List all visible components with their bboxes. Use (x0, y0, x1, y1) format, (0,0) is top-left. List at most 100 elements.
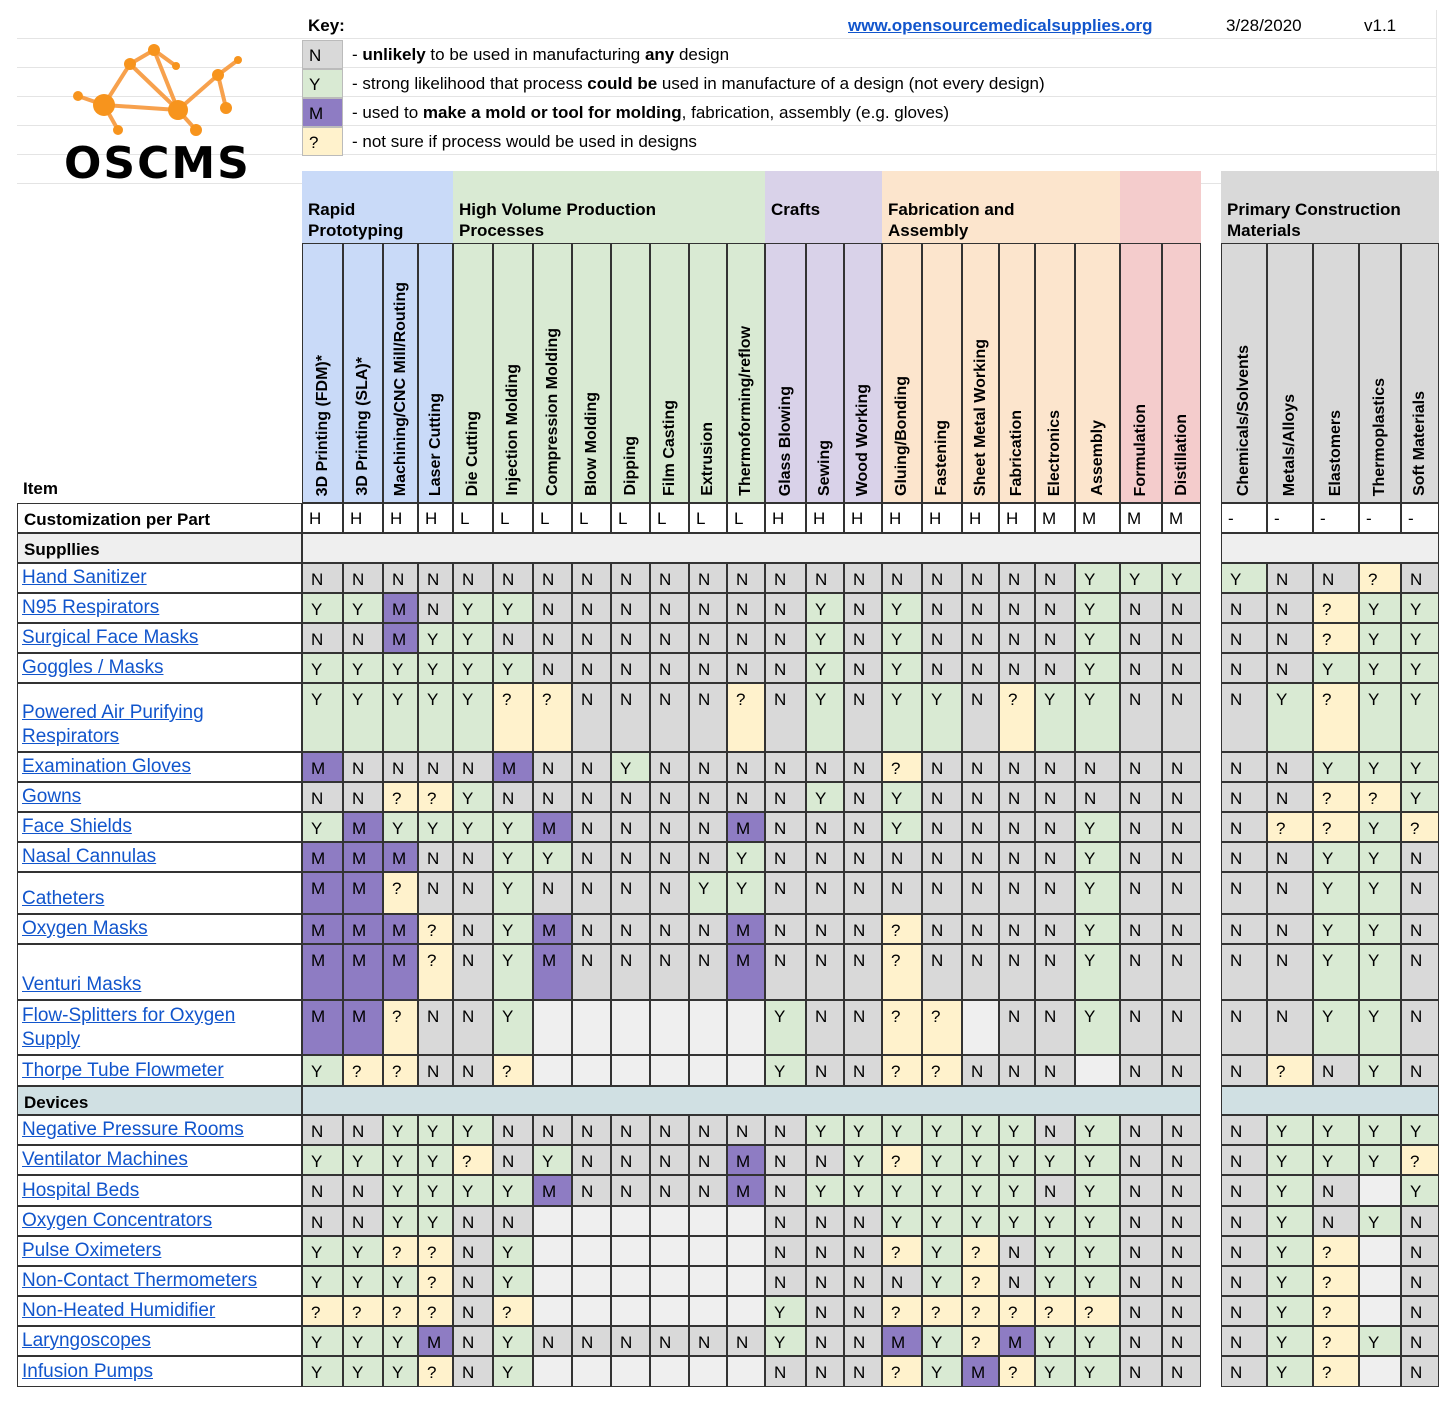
item-link-cell[interactable]: N95 Respirators (17, 593, 302, 623)
process-cell: N (689, 1175, 727, 1206)
process-cell: Y (302, 653, 343, 683)
item-link-cell[interactable]: Flow-Splitters for Oxygen Supply (17, 1000, 302, 1055)
item-link-cell[interactable]: Examination Gloves (17, 752, 302, 782)
process-cell: N (1401, 842, 1439, 872)
item-link-cell[interactable]: Surgical Face Masks (17, 623, 302, 653)
item-link[interactable]: Laryngoscopes (22, 1330, 151, 1351)
item-link-cell[interactable]: Hand Sanitizer (17, 563, 302, 593)
item-link[interactable]: Oxygen Concentrators (22, 1210, 213, 1231)
item-link-cell[interactable]: Oxygen Concentrators (17, 1206, 302, 1236)
process-cell: N (765, 812, 806, 842)
process-cell: M (727, 1145, 765, 1175)
item-link-cell[interactable]: Face Shields (17, 812, 302, 842)
process-cell: N (611, 623, 650, 653)
item-link[interactable]: Hospital Beds (22, 1180, 140, 1201)
item-link[interactable]: Catheters (22, 888, 105, 909)
item-link[interactable]: Examination Gloves (22, 756, 191, 777)
process-cell: Y (1075, 842, 1120, 872)
item-link[interactable]: Surgical Face Masks (22, 627, 199, 648)
column-header: Wood Working (844, 243, 882, 503)
website-link[interactable]: www.opensourcemedicalsupplies.org (848, 16, 1153, 35)
item-link-cell[interactable]: Thorpe Tube Flowmeter (17, 1055, 302, 1086)
item-link[interactable]: Face Shields (22, 816, 132, 837)
item-link-cell[interactable]: Hospital Beds (17, 1175, 302, 1206)
item-link[interactable]: Ventilator Machines (22, 1149, 188, 1170)
item-link[interactable]: Oxygen Masks (22, 918, 148, 939)
process-cell: Y (882, 653, 922, 683)
process-cell: N (999, 782, 1035, 812)
sheet-gridline (17, 39, 1437, 68)
item-link[interactable]: Goggles / Masks (22, 657, 164, 678)
process-cell: N (727, 782, 765, 812)
process-cell: N (650, 812, 689, 842)
item-link-cell[interactable]: Oxygen Masks (17, 914, 302, 944)
item-link[interactable]: Powered Air Purifying Respirators (22, 702, 204, 747)
item-link[interactable]: Hand Sanitizer (22, 567, 147, 588)
process-cell: N (1035, 812, 1075, 842)
process-cell: ? (453, 1145, 493, 1175)
process-cell: Y (493, 1000, 533, 1055)
process-cell: N (650, 683, 689, 752)
item-link-cell[interactable]: Catheters (17, 872, 302, 914)
item-link-cell[interactable]: Pulse Oximeters (17, 1236, 302, 1266)
process-cell: Y (882, 1115, 922, 1145)
process-cell: Y (922, 1115, 962, 1145)
column-header: Distillation (1162, 243, 1201, 503)
process-cell: N (689, 1145, 727, 1175)
process-cell: N (844, 1000, 882, 1055)
process-cell: Y (1075, 812, 1120, 842)
item-link-cell[interactable]: Powered Air Purifying Respirators (17, 683, 302, 752)
item-link[interactable]: Infusion Pumps (22, 1361, 153, 1382)
item-link[interactable]: N95 Respirators (22, 597, 160, 618)
item-link[interactable]: Pulse Oximeters (22, 1240, 162, 1261)
item-link[interactable]: Gowns (22, 786, 82, 807)
process-cell: M (999, 1326, 1035, 1356)
process-cell: N (572, 1145, 611, 1175)
item-link-cell[interactable]: Venturi Masks (17, 944, 302, 1000)
process-cell: ? (882, 1000, 922, 1055)
item-link[interactable]: Non-Contact Thermometers (22, 1270, 258, 1291)
process-cell: N (572, 623, 611, 653)
process-cell: Y (1359, 1115, 1401, 1145)
process-cell: N (1120, 1175, 1162, 1206)
item-link-cell[interactable]: Negative Pressure Rooms (17, 1115, 302, 1145)
item-link[interactable]: Venturi Masks (22, 974, 142, 995)
process-cell: N (999, 842, 1035, 872)
item-link-cell[interactable]: Infusion Pumps (17, 1356, 302, 1387)
item-link-cell[interactable]: Non-Heated Humidifier (17, 1296, 302, 1326)
item-link-cell[interactable]: Goggles / Masks (17, 653, 302, 683)
customization-cell: L (727, 503, 765, 533)
process-cell: ? (882, 752, 922, 782)
process-cell: N (650, 782, 689, 812)
item-link-cell[interactable]: Non-Contact Thermometers (17, 1266, 302, 1296)
process-cell: N (844, 653, 882, 683)
item-link[interactable]: Nasal Cannulas (22, 846, 157, 867)
process-cell: N (765, 752, 806, 782)
process-cell: N (1035, 842, 1075, 872)
item-link-cell[interactable]: Ventilator Machines (17, 1145, 302, 1175)
process-cell: N (1267, 782, 1313, 812)
process-cell: N (844, 1356, 882, 1387)
process-cell: Y (806, 623, 844, 653)
item-link[interactable]: Negative Pressure Rooms (22, 1119, 244, 1140)
process-cell (962, 1000, 999, 1055)
process-cell: N (572, 752, 611, 782)
process-cell: N (650, 1175, 689, 1206)
item-link-cell[interactable]: Gowns (17, 782, 302, 812)
process-cell (727, 1266, 765, 1296)
process-cell: N (806, 1206, 844, 1236)
section-band (302, 533, 1201, 563)
process-cell: N (1221, 1296, 1267, 1326)
item-link-cell[interactable]: Laryngoscopes (17, 1326, 302, 1356)
process-cell: N (302, 782, 343, 812)
item-link[interactable]: Flow-Splitters for Oxygen Supply (22, 1005, 236, 1050)
legend-swatch: M (302, 98, 343, 127)
item-link-cell[interactable]: Nasal Cannulas (17, 842, 302, 872)
process-cell: N (727, 1115, 765, 1145)
process-cell: N (999, 812, 1035, 842)
item-link[interactable]: Non-Heated Humidifier (22, 1300, 216, 1321)
process-cell: N (343, 752, 383, 782)
process-cell: N (611, 812, 650, 842)
process-cell: M (533, 944, 572, 1000)
item-link[interactable]: Thorpe Tube Flowmeter (22, 1060, 224, 1081)
